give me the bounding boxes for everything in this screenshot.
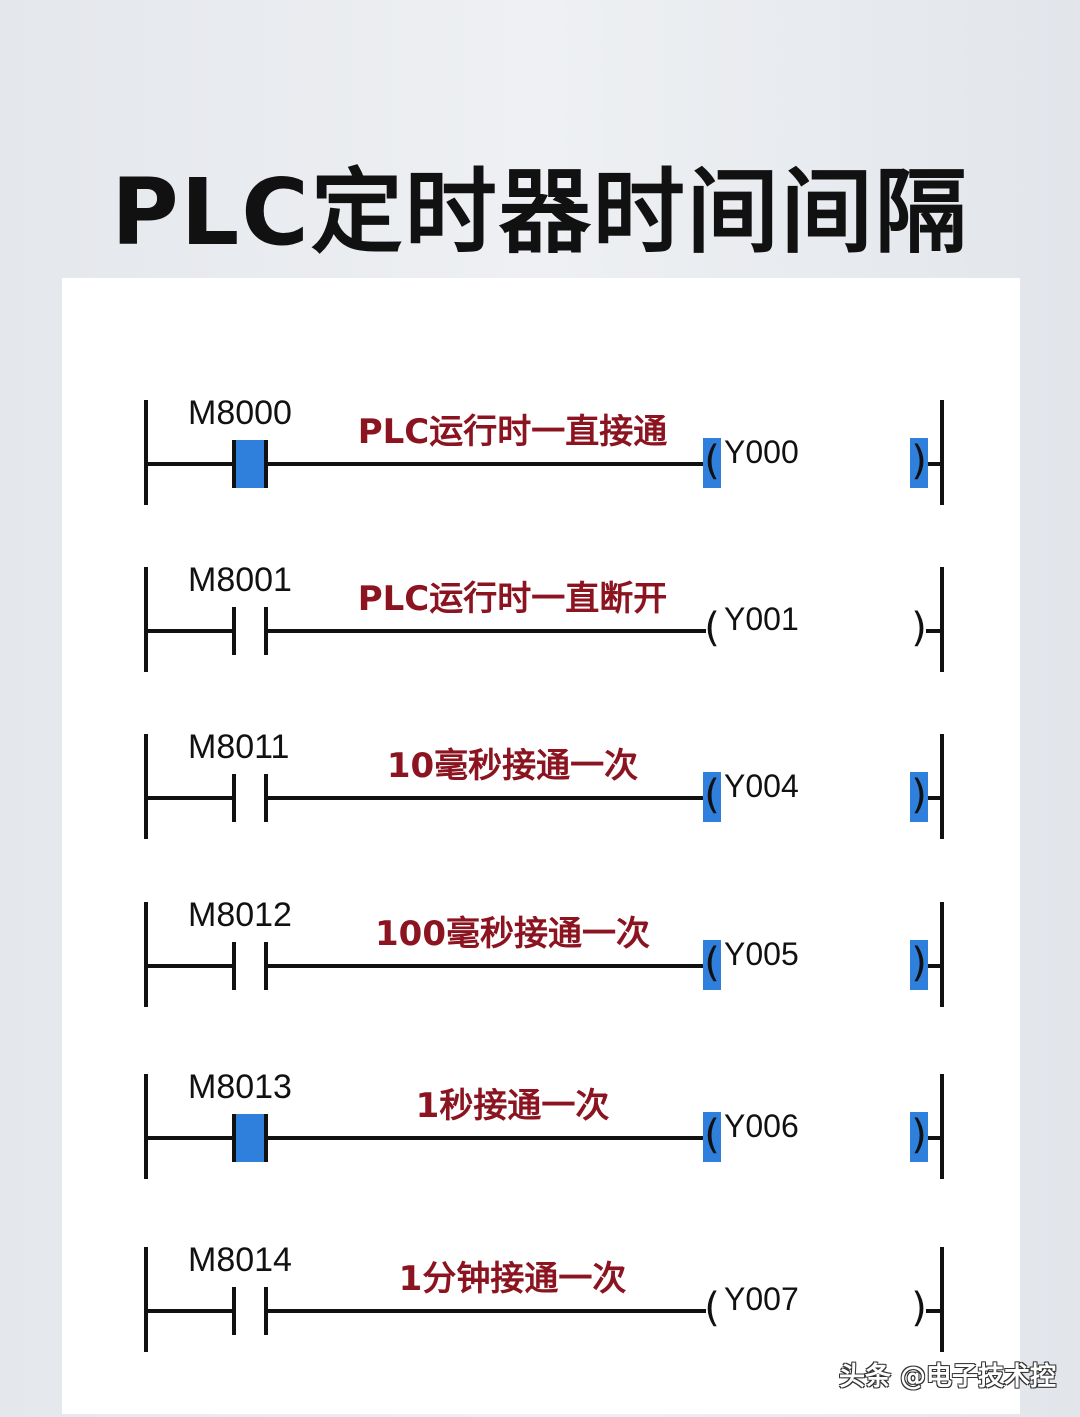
contact-active	[232, 1114, 268, 1162]
ladder-rung: M8011 10毫秒接通一次 (Y004)	[0, 728, 1080, 904]
wire	[266, 1309, 706, 1313]
coil-close-paren: )	[911, 605, 927, 651]
wire	[926, 1309, 942, 1313]
coil-open-paren: (	[703, 1112, 721, 1162]
coil-close-paren: )	[910, 438, 928, 488]
right-power-rail	[940, 1074, 944, 1179]
right-power-rail	[940, 902, 944, 1007]
ladder-rung: M8013 1秒接通一次 (Y006)	[0, 1068, 1080, 1244]
right-power-rail	[940, 734, 944, 839]
wire	[926, 796, 942, 800]
left-power-rail	[144, 567, 148, 672]
wire	[266, 629, 706, 633]
wire	[146, 462, 234, 466]
ladder-rung: M8012 100毫秒接通一次 (Y005)	[0, 896, 1080, 1072]
wire	[146, 796, 234, 800]
ladder-rung: M8001 PLC运行时一直断开 (Y001)	[0, 561, 1080, 737]
ladder-rung: M8000 PLC运行时一直接通 (Y000)	[0, 394, 1080, 570]
contact-label: M8013	[188, 1068, 292, 1106]
coil-label: Y007	[724, 1281, 799, 1317]
wire	[146, 1309, 234, 1313]
wire	[146, 964, 234, 968]
contact-right-plate	[264, 1287, 268, 1335]
contact-active	[232, 440, 268, 488]
left-power-rail	[144, 1247, 148, 1352]
diagram-card	[62, 278, 1020, 1414]
rung-description: PLC运行时一直接通	[357, 412, 668, 452]
coil-label: Y000	[724, 434, 799, 470]
contact-right-plate	[264, 942, 268, 990]
coil-open-paren: (	[703, 940, 721, 990]
wire	[266, 796, 706, 800]
contact-label: M8014	[188, 1241, 292, 1279]
contact-left-plate	[232, 774, 236, 822]
wire	[146, 629, 234, 633]
rung-description: 1秒接通一次	[415, 1086, 610, 1126]
wire	[266, 1136, 706, 1140]
rung-description: 100毫秒接通一次	[375, 914, 650, 954]
coil-close-paren: )	[910, 772, 928, 822]
right-power-rail	[940, 1247, 944, 1352]
contact-right-plate	[264, 774, 268, 822]
coil-close-paren: )	[911, 1285, 927, 1331]
left-power-rail	[144, 902, 148, 1007]
contact-right-plate	[264, 607, 268, 655]
contact-label: M8000	[188, 394, 292, 432]
coil-open-paren: (	[703, 438, 721, 488]
coil-label: Y004	[724, 768, 799, 804]
wire	[926, 964, 942, 968]
right-power-rail	[940, 567, 944, 672]
contact-left-plate	[232, 942, 236, 990]
coil-open-paren: (	[703, 772, 721, 822]
rung-description: 1分钟接通一次	[398, 1259, 627, 1299]
wire	[926, 1136, 942, 1140]
coil-close-paren: )	[910, 940, 928, 990]
wire	[926, 629, 942, 633]
wire	[146, 1136, 234, 1140]
contact-label: M8012	[188, 896, 292, 934]
contact-left-plate	[232, 607, 236, 655]
ladder-rung: M8014 1分钟接通一次 (Y007)	[0, 1241, 1080, 1417]
watermark: 头条 @电子技术控	[838, 1362, 1056, 1392]
wire	[266, 462, 706, 466]
coil-open-paren: (	[704, 605, 720, 651]
coil-label: Y001	[724, 601, 799, 637]
coil-open-paren: (	[704, 1285, 720, 1331]
wire	[266, 964, 706, 968]
page-title: PLC定时器时间间隔	[111, 159, 969, 266]
right-power-rail	[940, 400, 944, 505]
left-power-rail	[144, 734, 148, 839]
coil-label: Y005	[724, 936, 799, 972]
left-power-rail	[144, 400, 148, 505]
contact-left-plate	[232, 1287, 236, 1335]
left-power-rail	[144, 1074, 148, 1179]
coil-label: Y006	[724, 1108, 799, 1144]
coil-close-paren: )	[910, 1112, 928, 1162]
rung-description: PLC运行时一直断开	[357, 579, 668, 619]
wire	[926, 462, 942, 466]
rung-description: 10毫秒接通一次	[386, 746, 639, 786]
contact-label: M8001	[188, 561, 292, 599]
contact-label: M8011	[188, 728, 290, 766]
